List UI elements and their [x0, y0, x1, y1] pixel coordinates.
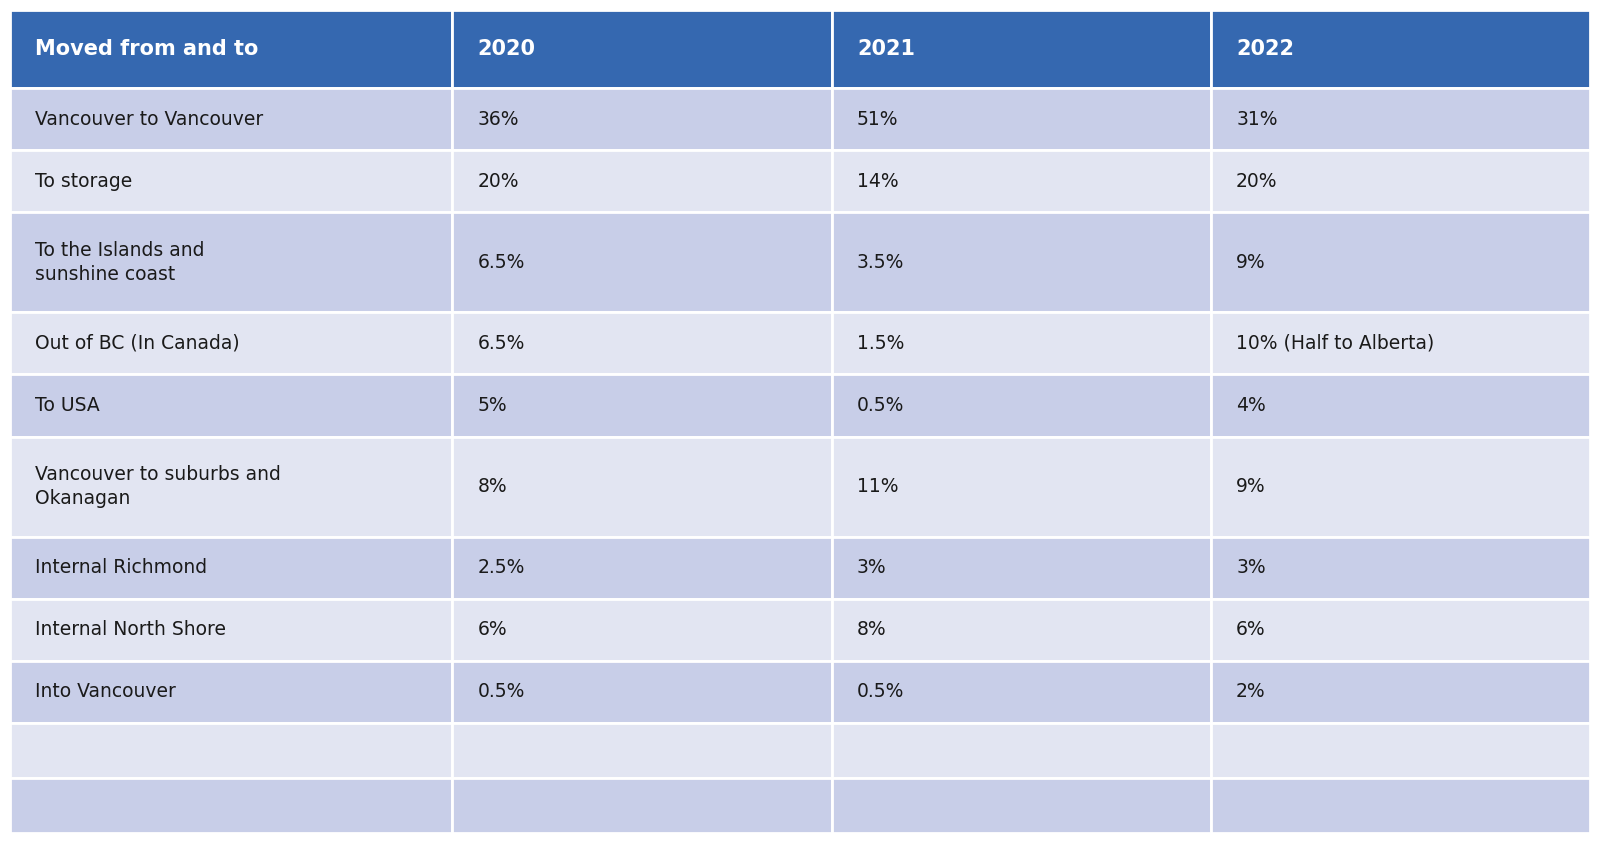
Text: 6%: 6% [1237, 620, 1266, 639]
Text: 8%: 8% [858, 620, 886, 639]
Text: 9%: 9% [1237, 477, 1266, 496]
Text: To storage: To storage [35, 172, 133, 191]
Text: 2%: 2% [1237, 682, 1266, 701]
Bar [832, 374, 1211, 437]
Bar [832, 89, 1211, 150]
Bar [832, 661, 1211, 722]
Text: 2020: 2020 [478, 39, 536, 59]
Text: 2021: 2021 [858, 39, 915, 59]
Bar [10, 437, 453, 537]
Bar [832, 778, 1211, 833]
Text: 9%: 9% [1237, 253, 1266, 271]
Bar [1211, 661, 1590, 722]
Bar [1211, 599, 1590, 661]
Bar [832, 437, 1211, 537]
Text: 36%: 36% [478, 110, 518, 129]
Bar [832, 722, 1211, 778]
Text: 3%: 3% [858, 558, 886, 577]
Bar [832, 212, 1211, 313]
Bar [453, 150, 832, 212]
Text: 3.5%: 3.5% [858, 253, 904, 271]
Text: 51%: 51% [858, 110, 898, 129]
Bar [453, 599, 832, 661]
Bar [453, 537, 832, 599]
Bar [1211, 537, 1590, 599]
Bar [10, 10, 453, 89]
Bar [1211, 374, 1590, 437]
Text: 8%: 8% [478, 477, 507, 496]
Bar [832, 313, 1211, 374]
Text: 14%: 14% [858, 172, 899, 191]
Text: 6%: 6% [478, 620, 507, 639]
Bar [1211, 150, 1590, 212]
Text: 0.5%: 0.5% [478, 682, 525, 701]
Text: 6.5%: 6.5% [478, 334, 525, 353]
Bar [832, 150, 1211, 212]
Bar [453, 437, 832, 537]
Bar [10, 722, 453, 778]
Bar [10, 537, 453, 599]
Bar [1211, 313, 1590, 374]
Bar [1211, 778, 1590, 833]
Text: 11%: 11% [858, 477, 898, 496]
Text: 31%: 31% [1237, 110, 1277, 129]
Text: 20%: 20% [478, 172, 518, 191]
Bar [10, 599, 453, 661]
Text: 4%: 4% [1237, 396, 1266, 415]
Bar [453, 10, 832, 89]
Bar [1211, 722, 1590, 778]
Text: 2022: 2022 [1237, 39, 1294, 59]
Text: 1.5%: 1.5% [858, 334, 904, 353]
Bar [10, 150, 453, 212]
Bar [832, 537, 1211, 599]
Bar [1211, 212, 1590, 313]
Text: Vancouver to suburbs and
Okanagan: Vancouver to suburbs and Okanagan [35, 465, 282, 508]
Bar [1211, 89, 1590, 150]
Bar [1211, 10, 1590, 89]
Bar [832, 599, 1211, 661]
Text: 5%: 5% [478, 396, 507, 415]
Bar [453, 212, 832, 313]
Text: 20%: 20% [1237, 172, 1277, 191]
Text: To the Islands and
sunshine coast: To the Islands and sunshine coast [35, 241, 205, 284]
Text: 10% (Half to Alberta): 10% (Half to Alberta) [1237, 334, 1434, 353]
Bar [1211, 437, 1590, 537]
Text: Into Vancouver: Into Vancouver [35, 682, 176, 701]
Text: 0.5%: 0.5% [858, 682, 904, 701]
Text: Moved from and to: Moved from and to [35, 39, 259, 59]
Text: Out of BC (In Canada): Out of BC (In Canada) [35, 334, 240, 353]
Text: 6.5%: 6.5% [478, 253, 525, 271]
Text: Internal Richmond: Internal Richmond [35, 558, 208, 577]
Text: 2.5%: 2.5% [478, 558, 525, 577]
Bar [10, 89, 453, 150]
Bar [453, 722, 832, 778]
Text: To USA: To USA [35, 396, 101, 415]
Bar [10, 212, 453, 313]
Bar [10, 374, 453, 437]
Text: 0.5%: 0.5% [858, 396, 904, 415]
Bar [453, 778, 832, 833]
Text: Internal North Shore: Internal North Shore [35, 620, 226, 639]
Bar [453, 374, 832, 437]
Bar [10, 778, 453, 833]
Text: 3%: 3% [1237, 558, 1266, 577]
Bar [453, 661, 832, 722]
Bar [10, 661, 453, 722]
Bar [453, 313, 832, 374]
Bar [10, 313, 453, 374]
Bar [832, 10, 1211, 89]
Text: Vancouver to Vancouver: Vancouver to Vancouver [35, 110, 264, 129]
Bar [453, 89, 832, 150]
